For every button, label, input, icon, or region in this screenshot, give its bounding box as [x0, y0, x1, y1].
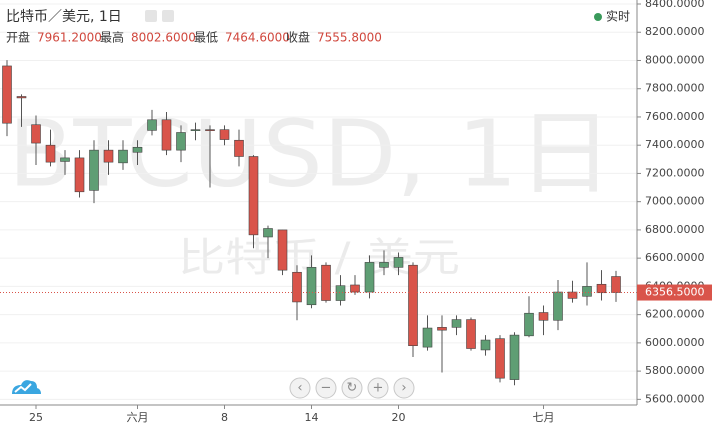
- stat-value: 7555.8000: [317, 31, 382, 45]
- candle-body: [437, 327, 447, 331]
- stat-label: 最高: [100, 30, 124, 45]
- candle-body: [248, 156, 259, 236]
- candle-body: [306, 267, 317, 306]
- candle-body: [31, 124, 41, 144]
- status-label: 实时: [606, 9, 630, 24]
- candle-body: [277, 229, 288, 271]
- candle-body: [45, 144, 56, 163]
- candle-body: [89, 149, 99, 191]
- svg-text:‹: ‹: [297, 381, 302, 396]
- x-tick-label: 14: [305, 411, 319, 424]
- candle-body: [393, 257, 404, 268]
- svg-text:›: ›: [401, 381, 406, 396]
- candle-body: [335, 285, 346, 301]
- candle-body: [451, 319, 462, 328]
- candle-body: [538, 312, 549, 321]
- y-tick-label: 8400.0000: [645, 0, 705, 10]
- candle-body: [596, 283, 607, 294]
- candle-body: [408, 264, 418, 346]
- candle-body: [422, 327, 433, 348]
- y-tick-label: 5600.0000: [645, 392, 705, 405]
- icon-close[interactable]: [162, 10, 174, 22]
- candle-body: [263, 228, 273, 238]
- candle-body: [466, 319, 476, 349]
- nav-left[interactable]: ‹: [289, 377, 311, 399]
- candle-body: [480, 339, 491, 351]
- svg-text:↻: ↻: [347, 381, 358, 396]
- y-tick-label: 7800.0000: [645, 82, 705, 95]
- y-tick-label: 6800.0000: [645, 223, 705, 236]
- candle-body: [495, 338, 505, 379]
- candle-body: [219, 129, 230, 140]
- svg-text:−: −: [321, 381, 332, 396]
- stat-label: 最低: [194, 31, 218, 45]
- candle-body: [103, 149, 114, 163]
- x-tick-label: 20: [392, 411, 406, 424]
- icon-settings[interactable]: [145, 10, 157, 22]
- candle-body: [379, 262, 389, 268]
- stat-value: 7464.6000: [225, 31, 290, 45]
- candle-body: [118, 149, 128, 164]
- y-tick-label: 7200.0000: [645, 166, 705, 179]
- candle-body: [16, 96, 27, 99]
- y-tick-label: 7600.0000: [645, 110, 705, 123]
- candle-body: [60, 157, 70, 162]
- y-tick-label: 6600.0000: [645, 251, 705, 264]
- y-tick-label: 6000.0000: [645, 336, 705, 349]
- candle-body: [350, 284, 360, 293]
- candle-body: [364, 262, 375, 293]
- y-tick-label: 7000.0000: [645, 195, 705, 208]
- price-tag-label: 6356.5000: [645, 286, 705, 299]
- x-tick-label: 8: [221, 411, 228, 424]
- chart-title: 比特币／美元, 1日: [6, 9, 122, 25]
- zoom-in[interactable]: +: [367, 377, 389, 399]
- candle-body: [509, 334, 520, 380]
- reset[interactable]: ↻: [341, 377, 363, 399]
- candle-body: [292, 271, 302, 303]
- y-tick-label: 6200.0000: [645, 308, 705, 321]
- candle-body: [524, 312, 534, 337]
- price-tag: [637, 284, 712, 301]
- zoom-out[interactable]: −: [315, 377, 337, 399]
- candle-body: [205, 129, 215, 131]
- candle-body: [2, 65, 12, 124]
- stat-value: 7961.2000: [37, 31, 102, 45]
- stat-value: 8002.6000: [131, 31, 196, 45]
- status-dot: [594, 13, 602, 21]
- stat-label: 开盘: [6, 30, 30, 45]
- svg-text:+: +: [373, 381, 384, 396]
- nav-right[interactable]: ›: [393, 377, 415, 399]
- candle-body: [611, 276, 621, 293]
- logo: [12, 380, 41, 394]
- candle-body: [132, 147, 143, 153]
- candle-body: [176, 132, 186, 151]
- candle-body: [567, 291, 578, 299]
- x-tick-label: 25: [29, 411, 43, 424]
- candle-body: [234, 139, 244, 157]
- candle-body: [582, 286, 592, 297]
- candle-body: [161, 119, 172, 151]
- candle-body: [147, 119, 157, 131]
- stat-label: 收盘: [286, 30, 310, 45]
- candle-body: [190, 129, 201, 131]
- y-tick-label: 5800.0000: [645, 364, 705, 377]
- x-tick-label: 七月: [533, 411, 555, 424]
- candle-body: [74, 157, 85, 193]
- x-tick-label: 六月: [127, 411, 149, 424]
- y-tick-label: 7400.0000: [645, 138, 705, 151]
- candle-body: [553, 291, 563, 321]
- y-tick-label: 8000.0000: [645, 53, 705, 66]
- candle-body: [321, 264, 331, 301]
- y-tick-label: 8200.0000: [645, 25, 705, 38]
